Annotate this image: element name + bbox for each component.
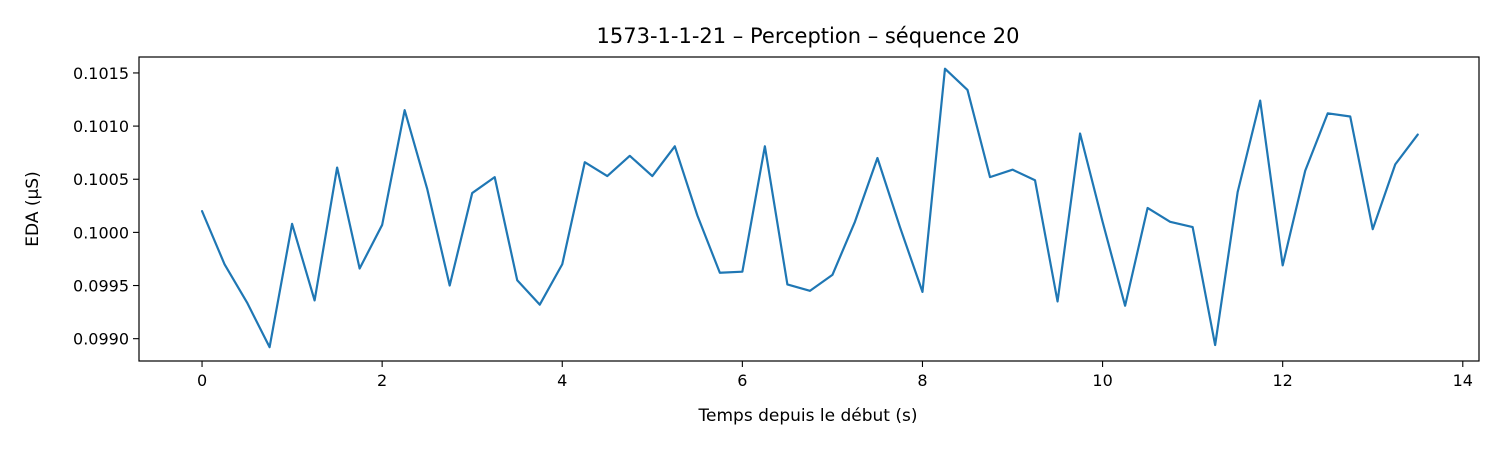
y-axis: 0.0990 0.0995 0.1000 0.1005 0.1010 0.1015 <box>73 64 139 349</box>
x-axis: 0 2 4 6 8 10 12 14 <box>197 361 1473 390</box>
x-tick-label: 2 <box>377 371 387 390</box>
y-tick-label: 0.1000 <box>73 223 129 242</box>
x-tick-label: 6 <box>737 371 747 390</box>
x-tick-label: 8 <box>917 371 927 390</box>
y-tick-label: 0.1015 <box>73 64 129 83</box>
y-tick-label: 0.0995 <box>73 277 129 296</box>
x-tick-label: 0 <box>197 371 207 390</box>
x-tick-label: 14 <box>1453 371 1473 390</box>
x-tick-label: 4 <box>557 371 567 390</box>
x-tick-label: 12 <box>1273 371 1293 390</box>
x-axis-label: Temps depuis le début (s) <box>698 406 918 426</box>
plot-area-frame <box>138 56 1480 362</box>
y-tick-label: 0.1005 <box>73 170 129 189</box>
x-tick-label: 10 <box>1092 371 1112 390</box>
series-line <box>200 67 1419 349</box>
y-axis-label: EDA (µS) <box>23 171 43 246</box>
series-layer <box>200 67 1419 349</box>
y-tick-label: 0.0990 <box>73 330 129 349</box>
y-tick-label: 0.1010 <box>73 117 129 136</box>
chart-title: 1573-1-1-21 – Perception – séquence 20 <box>597 24 1020 48</box>
